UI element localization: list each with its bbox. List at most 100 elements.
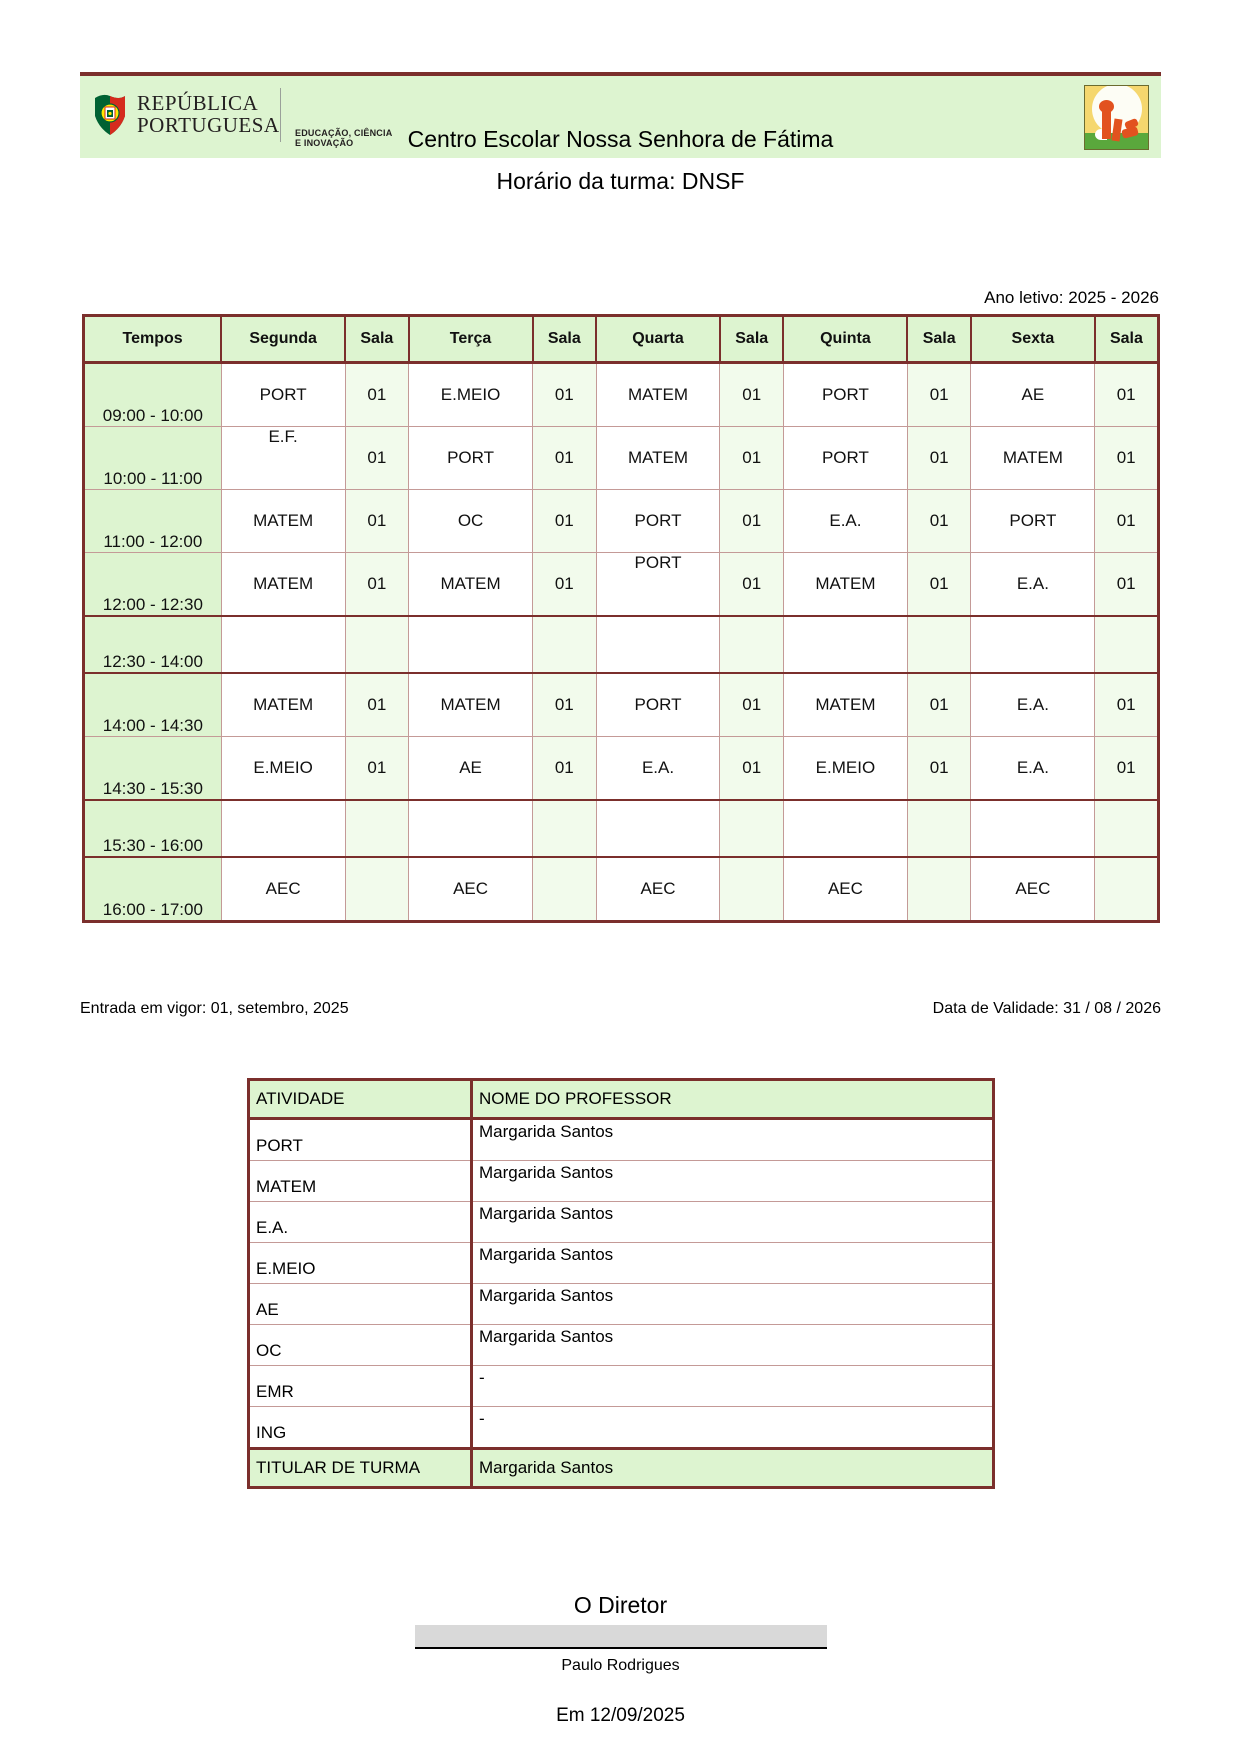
schedule-row: 14:30 - 15:30 E.MEIO 01 AE 01 E.A. 01 E.MEIO 01 E… xyxy=(83,736,1159,801)
schedule-subject-cell: AEC xyxy=(220,856,346,922)
schedule-room-cell: 01 xyxy=(719,552,784,617)
schedule-room-cell xyxy=(344,856,410,922)
schedule-col-header-quinta-7: Quinta xyxy=(782,315,909,364)
schedule-subject-cell: PORT xyxy=(595,552,721,617)
schedule-room-cell xyxy=(719,615,784,674)
schedule-room-cell: 01 xyxy=(1094,736,1159,801)
schedule-col-header-quarta-5: Quarta xyxy=(595,315,721,364)
schedule-subject-cell: E.A. xyxy=(595,736,721,801)
schedule-room-cell: 01 xyxy=(344,362,410,427)
schedule-room-cell: 01 xyxy=(532,736,597,801)
teacher-name-cell: - xyxy=(471,1365,994,1407)
activity-cell: MATEM xyxy=(248,1160,473,1202)
schedule-col-header-tera-3: Terça xyxy=(407,315,534,364)
schedule-subject-cell: MATEM xyxy=(408,552,534,617)
schedule-room-cell xyxy=(906,799,972,858)
schedule-subject-cell: AE xyxy=(970,362,1096,427)
schedule-room-cell: 01 xyxy=(906,672,972,737)
director-name: Paulo Rodrigues xyxy=(561,1657,680,1674)
school-year-label: Ano letivo: 2025 - 2026 xyxy=(984,288,1159,307)
schedule-room-cell: 01 xyxy=(1094,362,1159,427)
schedule-subject-cell xyxy=(782,615,908,674)
schedule-col-header-sala-8: Sala xyxy=(906,315,972,364)
activity-cell: TITULAR DE TURMA xyxy=(248,1447,473,1488)
schedule-room-cell xyxy=(1094,615,1159,674)
teacher-name-cell: Margarida Santos xyxy=(471,1283,994,1325)
schedule-row: 16:00 - 17:00 AEC AEC AEC AEC AEC xyxy=(83,856,1159,922)
activity-cell: PORT xyxy=(248,1118,473,1161)
schedule-subject-cell: E.MEIO xyxy=(220,736,346,801)
schedule-subject-cell: AEC xyxy=(970,856,1096,922)
schedule-row: 12:30 - 14:00 xyxy=(83,615,1159,674)
teachers-body: ATIVIDADE NOME DO PROFESSOR PORT Margarida … xyxy=(248,1079,994,1488)
schedule-subject-cell: MATEM xyxy=(595,426,721,490)
schedule-subject-cell: E.A. xyxy=(782,489,908,553)
schedule-room-cell: 01 xyxy=(719,426,784,490)
republic-line-1: REPÚBLICA xyxy=(137,91,259,116)
schedule-time-slot: 14:00 - 14:30 xyxy=(83,672,222,737)
schedule-subject-cell: E.A. xyxy=(970,672,1096,737)
teachers-row: MATEM Margarida Santos xyxy=(248,1160,994,1202)
schedule-room-cell: 01 xyxy=(1094,552,1159,617)
teachers-row: EMR - xyxy=(248,1365,994,1407)
schedule-subject-cell: PORT xyxy=(220,362,346,427)
class-schedule-title: Horário da turma: DNSF xyxy=(496,168,745,194)
activity-cell: AE xyxy=(248,1283,473,1325)
schedule-subject-cell: PORT xyxy=(408,426,534,490)
schedule-subject-cell: MATEM xyxy=(595,362,721,427)
ministry-line-2: E INOVAÇÃO xyxy=(295,138,354,149)
teachers-table: ATIVIDADE NOME DO PROFESSOR PORT Margarida … xyxy=(247,1078,995,1489)
activity-cell: ATIVIDADE xyxy=(248,1079,473,1120)
schedule-subject-cell: E.F. xyxy=(220,426,346,490)
schedule-time-slot: 12:00 - 12:30 xyxy=(83,552,222,617)
schedule-subject-cell xyxy=(970,615,1096,674)
teachers-titular-row: TITULAR DE TURMA Margarida Santos xyxy=(248,1447,994,1488)
teacher-name-cell: Margarida Santos xyxy=(471,1447,994,1488)
validity-date: Data de Validade: 31 / 08 / 2026 xyxy=(932,1000,1161,1017)
header-top-rule xyxy=(80,72,1161,76)
schedule-subject-cell xyxy=(595,799,721,858)
schedule-room-cell xyxy=(1094,856,1159,922)
schedule-time-slot: 11:00 - 12:00 xyxy=(83,489,222,553)
schedule-room-cell xyxy=(344,615,410,674)
schedule-subject-cell: PORT xyxy=(595,672,721,737)
schedule-subject-cell: E.A. xyxy=(970,552,1096,617)
schedule-time-slot: 16:00 - 17:00 xyxy=(83,856,222,922)
schedule-col-header-sala-10: Sala xyxy=(1093,315,1160,364)
schedule-footer: Entrada em vigor: 01, setembro, 2025 Dat… xyxy=(80,1000,1161,1018)
schedule-time-slot: 10:00 - 11:00 xyxy=(83,426,222,490)
schedule-time-slot: 09:00 - 10:00 xyxy=(83,362,222,427)
schedule-subject-cell: E.MEIO xyxy=(408,362,534,427)
schedule-subject-cell: PORT xyxy=(782,362,908,427)
teachers-table-container: ATIVIDADE NOME DO PROFESSOR PORT Margarida … xyxy=(247,1078,995,1489)
schedule-room-cell xyxy=(906,615,972,674)
schedule-room-cell xyxy=(719,799,784,858)
schedule-subject-cell xyxy=(782,799,908,858)
schedule-room-cell xyxy=(532,799,597,858)
schedule-room-cell: 01 xyxy=(532,362,597,427)
activity-cell: ING xyxy=(248,1406,473,1449)
schedule-subject-cell xyxy=(408,799,534,858)
schedule-subject-cell: PORT xyxy=(595,489,721,553)
schedule-room-cell: 01 xyxy=(344,736,410,801)
schedule-subject-cell: E.MEIO xyxy=(782,736,908,801)
activity-cell: EMR xyxy=(248,1365,473,1407)
schedule-subject-cell xyxy=(595,615,721,674)
schedule-subject-cell xyxy=(220,799,346,858)
schedule-room-cell: 01 xyxy=(1094,489,1159,553)
schedule-subject-cell: AE xyxy=(408,736,534,801)
schedule-room-cell: 01 xyxy=(1094,426,1159,490)
schedule-table: Tempos Segunda Sala Terça Sala Quarta Sala Quin… xyxy=(82,314,1160,923)
schedule-subject-cell xyxy=(970,799,1096,858)
schedule-row: 10:00 - 11:00 E.F. 01 PORT 01 MATEM 01 PORT 01 MA… xyxy=(83,426,1159,490)
schedule-room-cell: 01 xyxy=(344,552,410,617)
schedule-row: 15:30 - 16:00 xyxy=(83,799,1159,858)
schedule-room-cell: 01 xyxy=(719,672,784,737)
schedule-room-cell: 01 xyxy=(906,426,972,490)
schedule-col-header-segunda-1: Segunda xyxy=(220,315,347,364)
schedule-room-cell: 01 xyxy=(719,736,784,801)
school-name: Centro Escolar Nossa Senhora de Fátima xyxy=(407,126,834,152)
schedule-col-header-sexta-9: Sexta xyxy=(969,315,1096,364)
ministry-line-1: EDUCAÇÃO, CIÊNCIA xyxy=(295,128,393,138)
schedule-subject-cell xyxy=(408,615,534,674)
